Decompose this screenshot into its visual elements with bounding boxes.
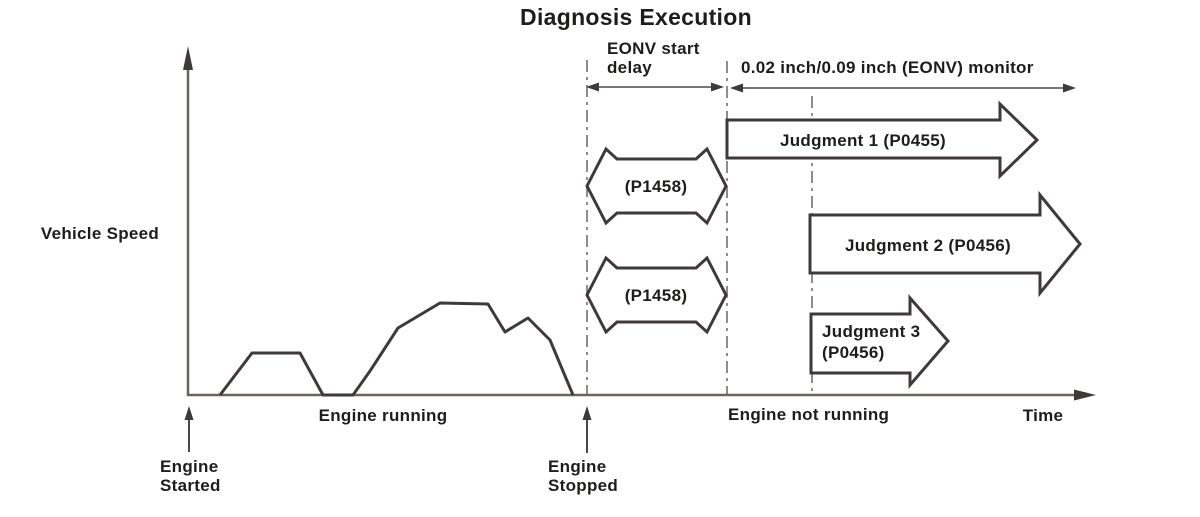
eonv-delay-label-line2: delay: [607, 58, 652, 77]
monitor-right-arrowhead-icon: [1063, 83, 1076, 93]
engine-not-running-label: Engine not running: [728, 405, 889, 424]
y-axis-arrowhead-icon: [183, 46, 193, 70]
engine-started-label-line1: Engine: [160, 457, 218, 476]
engine-stopped-arrowhead-icon: [582, 406, 592, 420]
monitor-left-arrowhead-icon: [730, 83, 743, 93]
engine-running-label: Engine running: [319, 406, 448, 425]
y-axis-label: Vehicle Speed: [41, 224, 159, 243]
engine-stopped-label-line1: Engine: [548, 457, 606, 476]
diagram-title: Diagnosis Execution: [520, 4, 752, 30]
judgment3-label-line1: Judgment 3: [822, 322, 920, 341]
engine-stopped-label-line2: Stopped: [548, 476, 618, 495]
p1458-lower-label: (P1458): [625, 286, 688, 305]
judgment1-arrow: [725, 100, 1040, 180]
p1458-upper-arrow: [585, 146, 728, 226]
engine-started-label-line2: Started: [160, 476, 221, 495]
p1458-lower-arrow: [585, 255, 728, 335]
judgment1-label: Judgment 1 (P0455): [780, 131, 946, 150]
p1458-upper-label: (P1458): [625, 177, 688, 196]
x-axis-arrowhead-icon: [1074, 389, 1096, 401]
judgment2-arrow: [808, 190, 1082, 298]
judgment3-arrow: [809, 294, 950, 390]
judgment2-label: Judgment 2 (P0456): [845, 236, 1011, 255]
engine-started-arrowhead-icon: [184, 406, 194, 420]
monitor-label: 0.02 inch/0.09 inch (EONV) monitor: [741, 58, 1034, 77]
x-axis-label: Time: [1023, 406, 1064, 425]
eonv-delay-right-arrowhead-icon: [711, 82, 724, 92]
eonv-delay-left-arrowhead-icon: [586, 82, 599, 92]
eonv-delay-label-line1: EONV start: [607, 39, 700, 58]
judgment3-label-line2: (P0456): [822, 343, 885, 362]
vehicle-speed-curve: [218, 301, 575, 397]
